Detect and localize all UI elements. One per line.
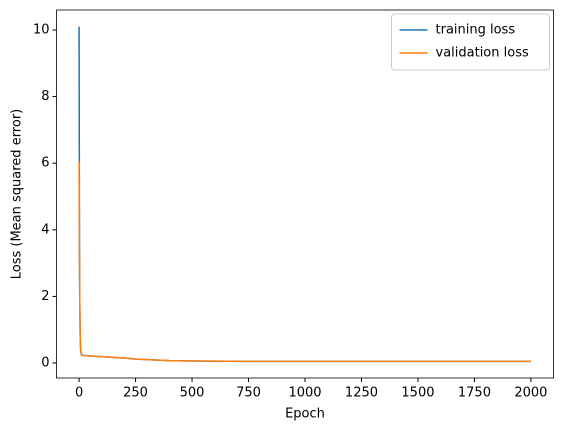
x-tick-label: 1250 xyxy=(345,386,378,401)
y-tick-label: 2 xyxy=(41,289,49,304)
y-tick-label: 10 xyxy=(33,22,50,37)
legend-label: validation loss xyxy=(436,46,529,61)
x-tick-label: 2000 xyxy=(514,386,547,401)
legend-box xyxy=(391,13,550,71)
plot-frame xyxy=(56,9,554,379)
y-tick-label: 6 xyxy=(41,156,49,171)
x-tick-label: 1500 xyxy=(401,386,434,401)
legend-label: training loss xyxy=(436,23,516,38)
x-tick-label: 1000 xyxy=(288,386,321,401)
line xyxy=(78,161,531,363)
y-tick-label: 0 xyxy=(41,356,49,371)
x-axis-label: Epoch xyxy=(285,407,325,422)
y-tick-label: 4 xyxy=(41,222,49,237)
y-tick-label: 8 xyxy=(41,89,49,104)
x-tick-label: 500 xyxy=(180,386,205,401)
x-tick-label: 250 xyxy=(123,386,148,401)
y-axis-label: Loss (Mean squared error) xyxy=(10,109,25,280)
x-tick-label: 0 xyxy=(75,386,83,401)
line xyxy=(78,26,531,363)
x-tick-label: 750 xyxy=(236,386,261,401)
x-tick-label: 1750 xyxy=(458,386,491,401)
